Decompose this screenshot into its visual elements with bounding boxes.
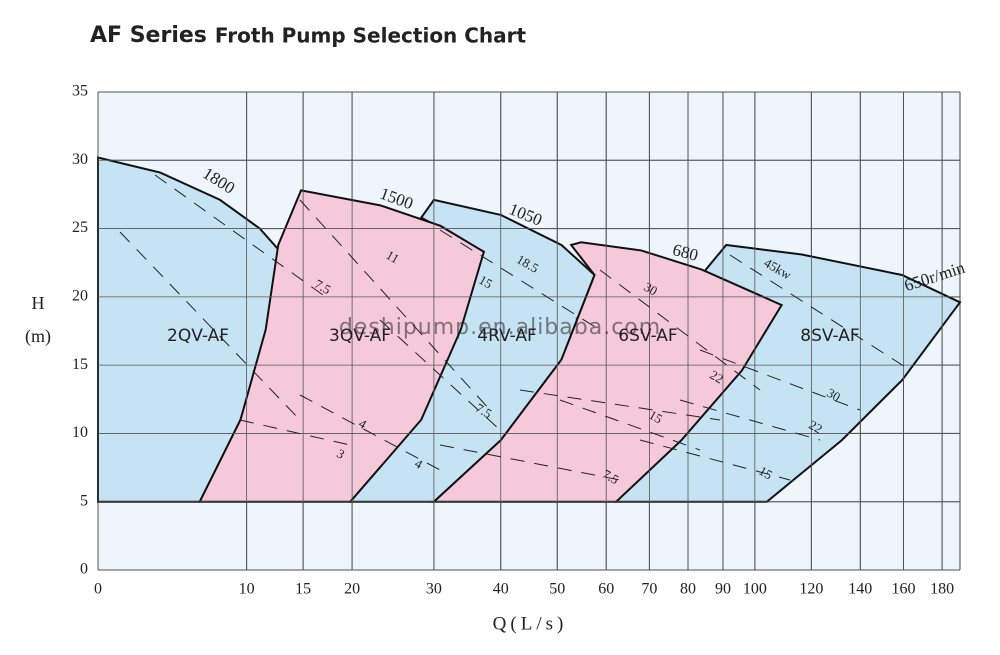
power-line (679, 399, 821, 441)
chart-title: Froth Pump Selection Chart (215, 24, 527, 48)
power-line (379, 319, 501, 431)
x-tick-label: 180 (930, 581, 954, 598)
x-tick-label: 120 (799, 581, 823, 598)
x-tick-label: 70 (641, 581, 657, 598)
power-label: 30 (824, 385, 843, 404)
x-tick-label: 80 (680, 581, 696, 598)
x-tick-label: 100 (743, 581, 767, 598)
power-line (559, 399, 701, 451)
x-tick-label: 20 (344, 581, 360, 598)
power-line (299, 394, 441, 471)
power-line (439, 229, 601, 331)
y-tick-label: 30 (72, 151, 88, 168)
y-tick-label: 20 (72, 288, 88, 305)
power-line (439, 444, 621, 481)
power-line (119, 231, 301, 421)
power-label: 7.5 (600, 466, 622, 487)
x-tick-label: 90 (715, 581, 731, 598)
y-tick-label: 0 (80, 561, 88, 578)
power-label: 22 (707, 367, 726, 386)
region-label: 6SV-AF (618, 326, 677, 346)
x-tick-label: 15 (295, 581, 311, 598)
x-tick-label: 10 (239, 581, 255, 598)
power-line (599, 269, 761, 391)
x-tick-label: 50 (549, 581, 565, 598)
power-line (154, 174, 331, 301)
pump-region (431, 241, 784, 503)
y-tick-label: 10 (72, 424, 88, 441)
region-label: 4RV-AF (477, 326, 537, 346)
power-label: 7.5 (312, 276, 334, 297)
region-label: 8SV-AF (800, 326, 859, 346)
region-label: 3QV-AF (329, 326, 391, 346)
power-label: 30 (641, 279, 660, 298)
y-axis-label: H (32, 293, 45, 313)
x-tick-label: 140 (848, 581, 872, 598)
x-axis-label: Q(L/s) (493, 613, 568, 634)
x-tick-label: 40 (493, 581, 509, 598)
power-label: 22 (806, 417, 825, 436)
region-label: 2QV-AF (167, 326, 229, 346)
y-axis-label: (m) (25, 326, 51, 347)
chart-title: AF Series (90, 23, 207, 48)
power-label: 15 (476, 272, 495, 291)
power-label: 15 (756, 463, 775, 482)
y-tick-label: 25 (72, 219, 88, 236)
power-label: 15 (646, 407, 665, 426)
x-tick-label: 30 (426, 581, 442, 598)
x-tick-label: 160 (891, 581, 915, 598)
y-tick-label: 15 (72, 356, 88, 373)
power-line (519, 389, 721, 421)
x-tick-label: 0 (94, 581, 102, 598)
power-line (639, 439, 791, 481)
x-tick-label: 60 (598, 581, 614, 598)
y-tick-label: 35 (72, 83, 88, 100)
power-line (239, 419, 351, 446)
power-line (699, 349, 861, 411)
watermark: deshipump.en.alibaba.com (339, 315, 661, 340)
y-tick-label: 5 (80, 492, 88, 509)
power-line (729, 254, 911, 371)
power-label: 7.5 (473, 400, 495, 421)
